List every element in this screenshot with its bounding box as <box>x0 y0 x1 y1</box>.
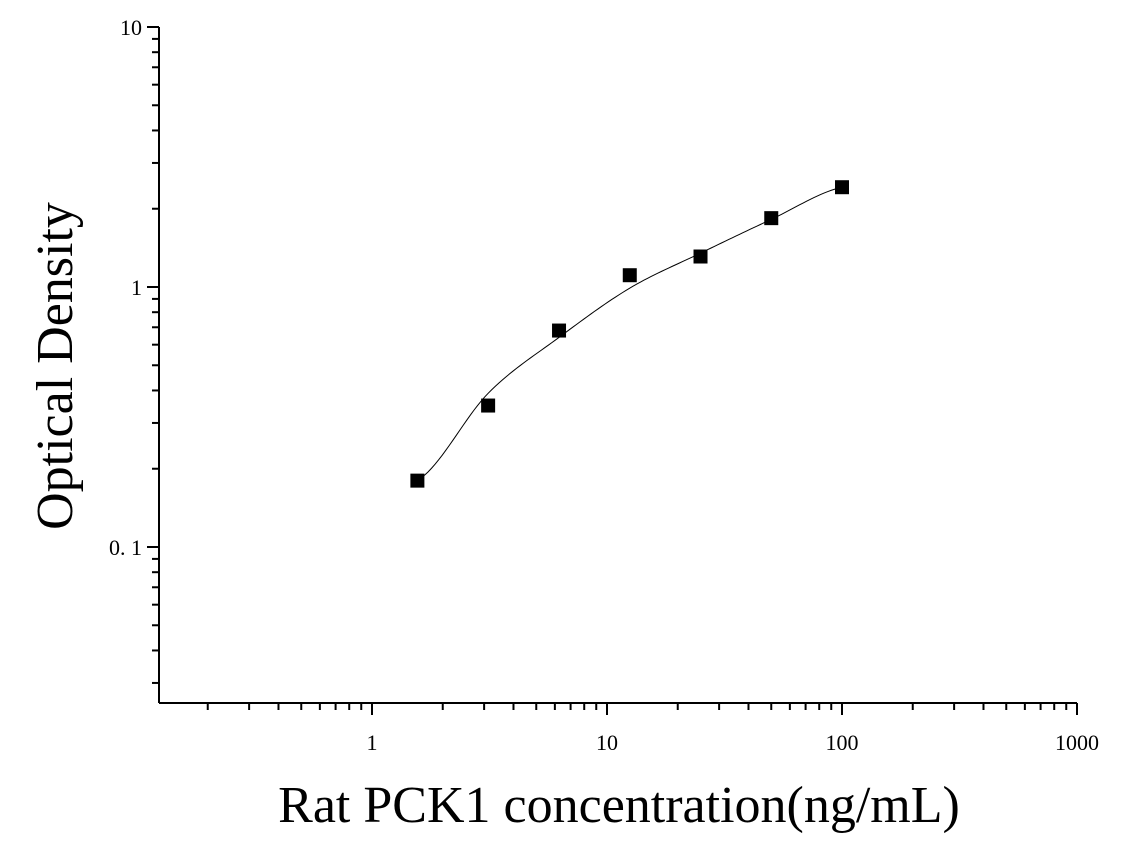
y-tick-label: 10 <box>120 15 142 40</box>
x-tick-label: 1000 <box>1055 730 1099 755</box>
axes <box>158 27 1077 704</box>
x-tick-label: 1 <box>367 730 378 755</box>
y-axis-title: Optical Density <box>27 202 84 530</box>
data-point-marker <box>481 398 496 413</box>
y-tick-label: 1 <box>131 275 142 300</box>
data-point-marker <box>622 268 637 283</box>
x-axis-ticks: 1 10 100 1000 <box>206 703 1099 755</box>
data-point-marker <box>552 323 567 338</box>
data-point-marker <box>764 211 779 226</box>
y-tick-label: 0. 1 <box>109 535 142 560</box>
data-point-marker <box>835 180 849 195</box>
x-tick-label: 10 <box>596 730 618 755</box>
data-point-marker <box>410 473 425 488</box>
x-tick-label: 100 <box>826 730 859 755</box>
data-points <box>410 180 849 488</box>
y-axis-ticks: 0. 1 1 10 <box>109 15 159 684</box>
x-axis-title: Rat PCK1 concentration(ng/mL) <box>278 777 960 834</box>
data-point-marker <box>693 249 708 264</box>
fit-curve <box>417 186 843 482</box>
